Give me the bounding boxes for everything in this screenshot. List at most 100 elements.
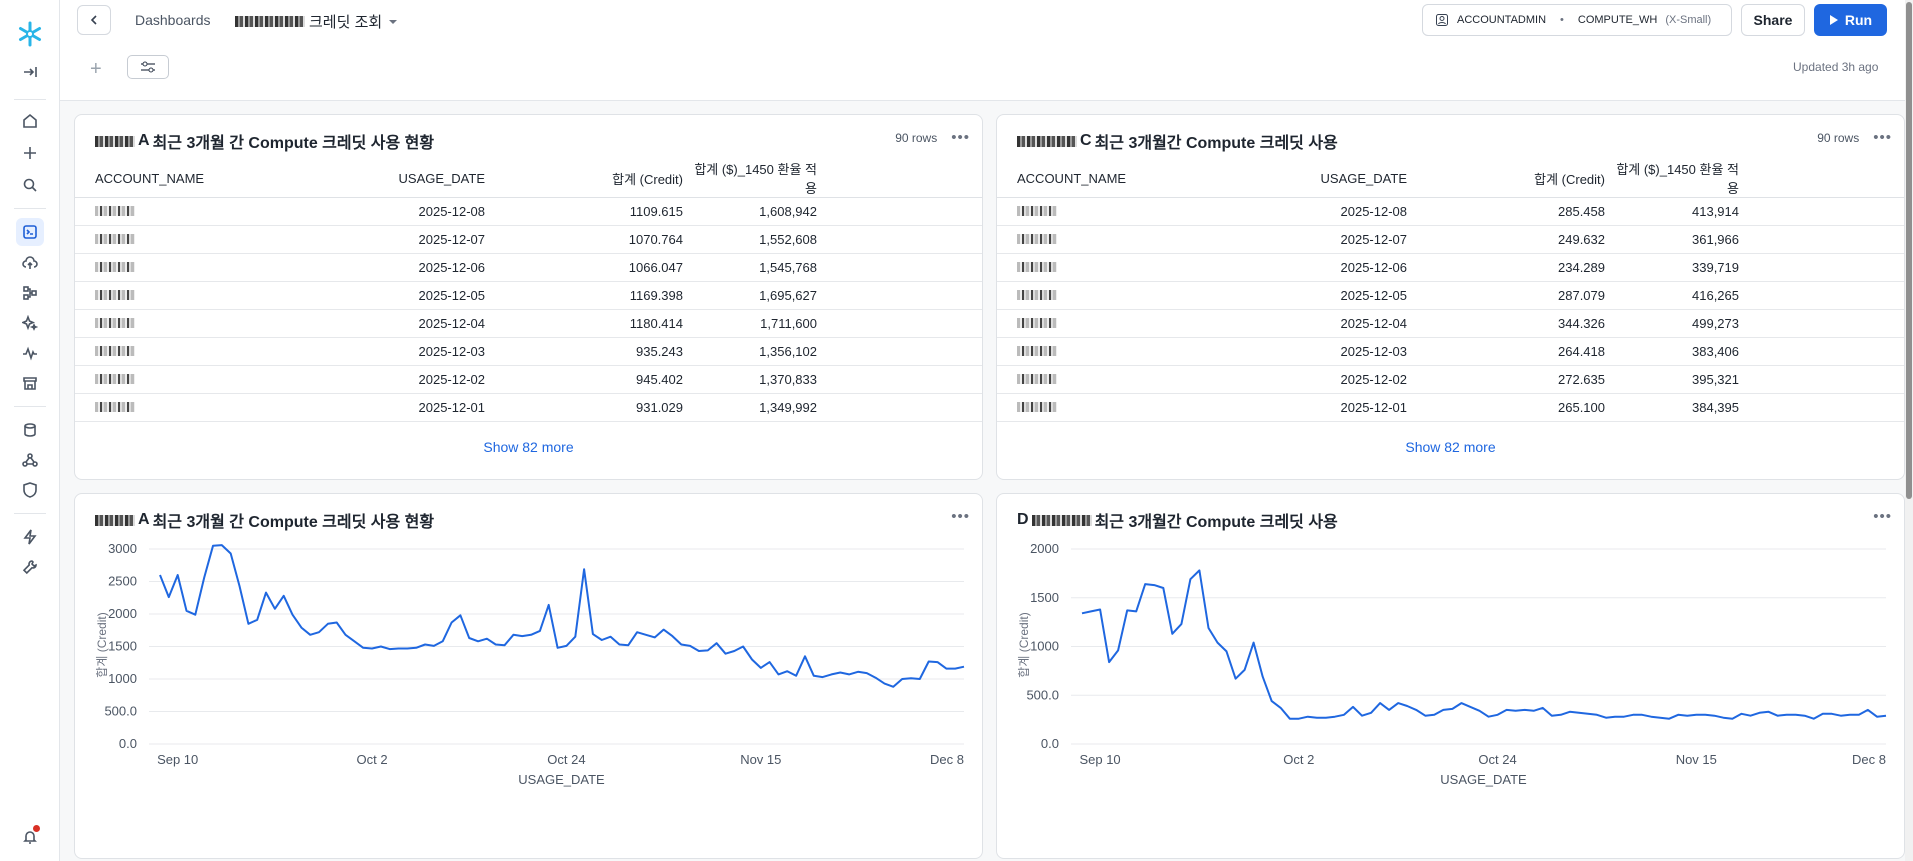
run-button[interactable]: Run — [1814, 4, 1887, 36]
tile-title: C 최근 3개월간 Compute 크레딧 사용 — [1017, 129, 1338, 153]
x-tick-label: Dec 8 — [1852, 752, 1886, 767]
table-row[interactable]: 2025-12-05 287.079 416,265 — [997, 281, 1904, 310]
projects-icon[interactable] — [16, 218, 44, 246]
admin-tools-icon[interactable] — [16, 553, 44, 581]
y-tick-label: 2500 — [108, 574, 137, 589]
table-cell: 1,545,768 — [683, 253, 817, 282]
add-icon[interactable] — [16, 139, 44, 167]
table-cell: 945.402 — [485, 365, 683, 394]
y-tick-label: 2000 — [1030, 541, 1059, 556]
y-axis-label: 합계 (Credit) — [95, 612, 109, 677]
column-header[interactable]: ACCOUNT_NAME — [997, 159, 1247, 198]
shield-icon[interactable] — [16, 476, 44, 504]
expand-sidebar-icon[interactable] — [16, 58, 44, 86]
data-ingestion-icon[interactable] — [16, 249, 44, 277]
table-tile-1[interactable]: A 최근 3개월 간 Compute 크레딧 사용 현황 90 rows •••… — [74, 114, 983, 480]
chart-tile-2[interactable]: D 최근 3개월간 Compute 크레딧 사용 ••• 0.0 500.0 100… — [996, 493, 1905, 859]
table-row[interactable]: 2025-12-06 1066.047 1,545,768 — [75, 253, 982, 282]
breadcrumb-dashboards[interactable]: Dashboards — [135, 12, 211, 28]
table-cell: 1,711,600 — [683, 309, 817, 338]
column-header[interactable]: 합계 (Credit) — [485, 159, 683, 198]
show-more-link[interactable]: Show 82 more — [1405, 439, 1496, 455]
column-header[interactable]: ACCOUNT_NAME — [75, 159, 325, 198]
ai-ml-icon[interactable] — [16, 309, 44, 337]
y-tick-label: 0.0 — [119, 736, 137, 751]
sidebar — [0, 0, 60, 861]
context-selector[interactable]: ACCOUNTADMIN • COMPUTE_WH (X-Small) — [1422, 4, 1732, 36]
table-row[interactable]: 2025-12-04 344.326 499,273 — [997, 309, 1904, 338]
series-line — [1081, 569, 1887, 720]
table-row[interactable]: 2025-12-08 1109.615 1,608,942 — [75, 197, 982, 226]
transformation-icon[interactable] — [16, 279, 44, 307]
table-cell: 361,966 — [1605, 225, 1739, 254]
table-cell: 2025-12-05 — [1247, 281, 1407, 310]
add-tile-button[interactable]: + — [90, 58, 102, 80]
database-icon[interactable] — [16, 416, 44, 444]
account-name-redacted — [75, 281, 325, 310]
table-row[interactable]: 2025-12-08 285.458 413,914 — [997, 197, 1904, 226]
table-row[interactable]: 2025-12-01 931.029 1,349,992 — [75, 393, 982, 422]
table-row[interactable]: 2025-12-02 945.402 1,370,833 — [75, 365, 982, 394]
more-options-icon[interactable]: ••• — [951, 508, 970, 525]
column-header[interactable]: 합계 ($)_1450 환율 적용 — [1605, 159, 1739, 198]
share-button[interactable]: Share — [1741, 4, 1805, 36]
table-row[interactable]: 2025-12-03 935.243 1,356,102 — [75, 337, 982, 366]
snowflake-logo-icon[interactable] — [14, 18, 46, 50]
table-cell: 272.635 — [1407, 365, 1605, 394]
account-name-redacted — [997, 253, 1247, 282]
table-cell: 2025-12-07 — [1247, 225, 1407, 254]
more-options-icon[interactable]: ••• — [951, 129, 970, 146]
lightning-icon[interactable] — [16, 523, 44, 551]
table-row[interactable]: 2025-12-06 234.289 339,719 — [997, 253, 1904, 282]
column-header[interactable]: 합계 ($)_1450 환율 적용 — [683, 159, 817, 198]
account-name-redacted — [75, 393, 325, 422]
redacted-text — [95, 135, 135, 147]
account-name-redacted — [997, 197, 1247, 226]
back-button[interactable] — [77, 5, 111, 35]
account-name-redacted — [75, 309, 325, 338]
warehouse-name: COMPUTE_WH — [1577, 14, 1658, 26]
table-cell: 1,349,992 — [683, 393, 817, 422]
notification-bell-icon[interactable] — [16, 823, 44, 851]
table-row[interactable]: 2025-12-04 1180.414 1,711,600 — [75, 309, 982, 338]
chart-title-text: 최근 3개월간 Compute 크레딧 사용 — [1094, 514, 1338, 531]
table-cell: 1,370,833 — [683, 365, 817, 394]
top-bar: Dashboards 크레딧 조회 — [60, 0, 1913, 40]
table-cell: 2025-12-06 — [1247, 253, 1407, 282]
marketplace-icon[interactable] — [16, 369, 44, 397]
account-name-redacted — [75, 197, 325, 226]
x-tick-label: Oct 24 — [547, 752, 585, 767]
table-row[interactable]: 2025-12-07 249.632 361,966 — [997, 225, 1904, 254]
column-header[interactable]: USAGE_DATE — [325, 159, 485, 198]
table-tile-2[interactable]: C 최근 3개월간 Compute 크레딧 사용 90 rows ••• ACC… — [996, 114, 1905, 480]
table-row[interactable]: 2025-12-02 272.635 395,321 — [997, 365, 1904, 394]
monitoring-icon[interactable] — [16, 339, 44, 367]
filter-button[interactable] — [127, 55, 169, 79]
more-options-icon[interactable]: ••• — [1873, 508, 1892, 525]
table-cell: 1180.414 — [485, 309, 683, 338]
home-icon[interactable] — [16, 107, 44, 135]
tile-title-text: 최근 3개월 간 Compute 크레딧 사용 현황 — [152, 135, 435, 152]
chart-tile-1[interactable]: A 최근 3개월 간 Compute 크레딧 사용 현황 ••• 0.0 500.… — [74, 493, 983, 859]
page-scrollbar[interactable] — [1905, 0, 1913, 861]
redacted-text — [95, 514, 135, 526]
search-icon[interactable] — [16, 171, 44, 199]
data-table: ACCOUNT_NAME USAGE_DATE 합계 (Credit) 합계 (… — [75, 159, 982, 422]
table-row[interactable]: 2025-12-05 1169.398 1,695,627 — [75, 281, 982, 310]
sharing-icon[interactable] — [16, 446, 44, 474]
column-header[interactable]: USAGE_DATE — [1247, 159, 1407, 198]
user-role-icon — [1436, 14, 1448, 26]
y-tick-label: 1500 — [108, 639, 137, 654]
table-row[interactable]: 2025-12-01 265.100 384,395 — [997, 393, 1904, 422]
more-options-icon[interactable]: ••• — [1873, 129, 1892, 146]
x-tick-label: Nov 15 — [740, 752, 781, 767]
column-header[interactable]: 합계 (Credit) — [1407, 159, 1605, 198]
table-row[interactable]: 2025-12-07 1070.764 1,552,608 — [75, 225, 982, 254]
chart-title-text: 최근 3개월 간 Compute 크레딧 사용 현황 — [152, 514, 435, 531]
table-cell: 339,719 — [1605, 253, 1739, 282]
table-row[interactable]: 2025-12-03 264.418 383,406 — [997, 337, 1904, 366]
dashboard-title[interactable]: 크레딧 조회 — [235, 11, 400, 32]
redacted-text — [1031, 514, 1092, 526]
show-more-link[interactable]: Show 82 more — [483, 439, 574, 455]
y-tick-label: 3000 — [108, 541, 137, 556]
